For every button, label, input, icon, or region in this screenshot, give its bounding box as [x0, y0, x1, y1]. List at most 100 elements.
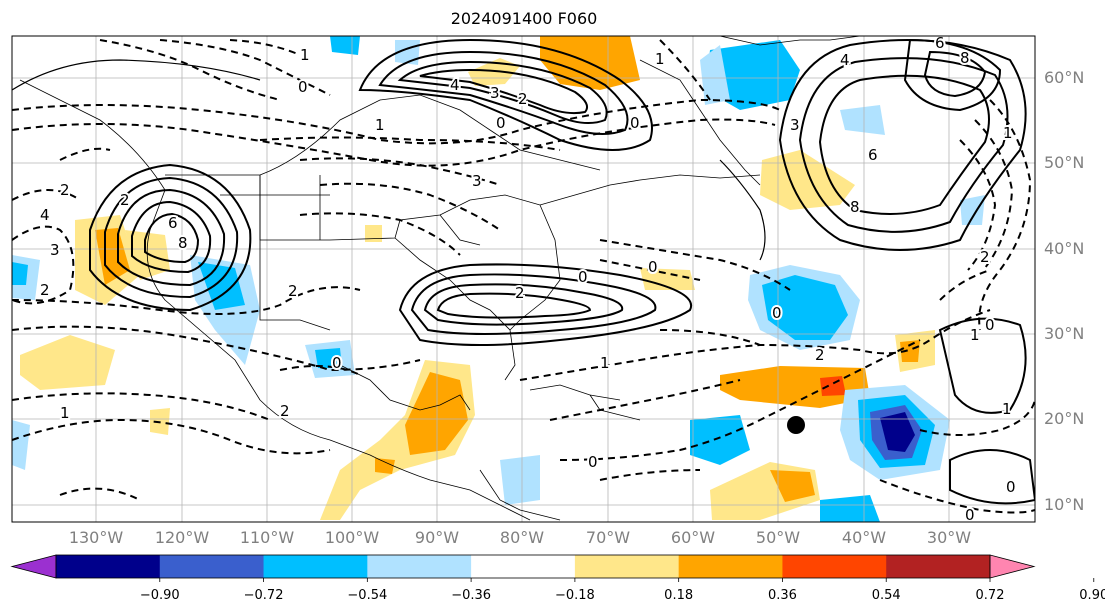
- anomaly-shading: [12, 36, 985, 522]
- lon-label-100w: 100°W: [324, 528, 380, 547]
- contour-label: 0: [496, 114, 506, 132]
- contour-label: 4: [450, 76, 460, 94]
- colorbar-tick-label: −0.72: [243, 588, 284, 603]
- zero-contours: [12, 59, 766, 261]
- negative-contours: [12, 39, 1035, 514]
- lat-label-50n: 50°N: [1044, 153, 1085, 172]
- colorbar-tick-label: −0.54: [347, 588, 388, 603]
- map-title: 2024091400 F060: [450, 9, 598, 28]
- contour-label: 3: [790, 116, 800, 134]
- contour-label: 6: [868, 146, 878, 164]
- contour-label: 2: [815, 346, 825, 364]
- contour-label: 0: [588, 453, 598, 471]
- contour-label: 0: [965, 506, 975, 524]
- contour-label: 2: [515, 284, 525, 302]
- colorbar-tick-label: 0.90: [1079, 588, 1105, 603]
- positive-anomaly-region: [405, 372, 468, 455]
- contour-label: 8: [178, 234, 188, 252]
- contour-label: 1: [60, 404, 70, 422]
- colorbar-tick-label: −0.36: [451, 588, 492, 603]
- lon-label-60w: 60°W: [670, 528, 716, 547]
- positive-anomaly-region: [95, 228, 130, 285]
- positive-anomaly-region: [640, 268, 695, 290]
- storm-center-marker: [787, 416, 805, 434]
- positive-anomaly-region: [770, 470, 815, 502]
- contour-label: 2: [280, 402, 290, 420]
- lat-label-30n: 30°N: [1044, 324, 1085, 343]
- lon-label-80w: 80°W: [499, 528, 545, 547]
- map-frame: [11, 35, 1036, 523]
- negative-anomaly-region: [12, 420, 30, 470]
- contour-label: 0: [578, 268, 588, 286]
- lon-label-40w: 40°W: [841, 528, 887, 547]
- lon-label-90w: 90°W: [414, 528, 460, 547]
- contour-label: 1: [300, 46, 310, 64]
- lon-label-70w: 70°W: [585, 528, 631, 547]
- contour-label: 1: [1002, 400, 1012, 418]
- negative-anomaly-region: [12, 262, 28, 285]
- contour-label: 3: [490, 84, 500, 102]
- lat-label-60n: 60°N: [1044, 68, 1085, 87]
- contour-label: 8: [960, 49, 970, 67]
- positive-anomaly-region: [468, 58, 520, 86]
- coastlines: [19, 36, 861, 521]
- negative-anomaly-region: [762, 275, 848, 340]
- negative-anomaly-region: [840, 105, 885, 135]
- contour-label: 1: [655, 50, 665, 68]
- contour-label: 1: [970, 326, 980, 344]
- lon-label-130w: 130°W: [68, 528, 124, 547]
- lat-label-20n: 20°N: [1044, 409, 1085, 428]
- contour-label-group: 1 0 4 3 2 0 1 8 6 4 1 0 3 6 8 2 4 3 2 2 …: [38, 34, 1018, 524]
- contour-label: 1: [600, 354, 610, 372]
- contour-label: 0: [648, 258, 658, 276]
- negative-anomaly-region: [705, 40, 800, 110]
- positive-anomaly-region: [760, 150, 855, 210]
- contour-label: 1: [375, 116, 385, 134]
- graticule: [12, 36, 1035, 522]
- contour-label: 6: [935, 34, 945, 52]
- negative-anomaly-region: [700, 45, 730, 105]
- colorbar-tick-label: −0.90: [139, 588, 180, 603]
- negative-anomaly-region: [330, 36, 360, 55]
- negative-anomaly-region: [315, 348, 342, 368]
- lon-label-110w: 110°W: [239, 528, 295, 547]
- lon-label-30w: 30°W: [926, 528, 972, 547]
- lat-label-40n: 40°N: [1044, 239, 1085, 258]
- contour-label: 0: [630, 114, 640, 132]
- colorbar-tick-label: 0.72: [975, 588, 1005, 603]
- positive-contours: [89, 38, 1035, 505]
- positive-anomaly-region: [375, 458, 395, 474]
- positive-anomaly-region: [900, 340, 920, 362]
- contour-label: 6: [168, 214, 178, 232]
- contour-label: 0: [772, 304, 782, 322]
- positive-anomaly-region: [820, 376, 846, 396]
- contour-label: 1: [1003, 124, 1013, 142]
- contour-label: 4: [840, 51, 850, 69]
- lon-label-120w: 120°W: [154, 528, 210, 547]
- lat-label-10n: 10°N: [1044, 495, 1085, 514]
- contour-label: 2: [518, 90, 528, 108]
- positive-anomaly-region: [365, 225, 382, 242]
- contour-label: 2: [120, 191, 130, 209]
- contour-label: 0: [298, 78, 308, 96]
- negative-anomaly-region: [500, 455, 540, 505]
- negative-anomaly-region: [880, 412, 915, 452]
- colorbar-tick-label: 0.36: [767, 588, 797, 603]
- positive-anomaly-region: [720, 366, 870, 408]
- contour-label: 3: [472, 172, 482, 190]
- contour-label: 2: [60, 181, 70, 199]
- positive-anomaly-region: [20, 335, 115, 390]
- contour-label: 3: [50, 241, 60, 259]
- colorbar-tick-label: −0.18: [554, 588, 595, 603]
- contour-label: 2: [288, 282, 298, 300]
- contour-label: 0: [985, 316, 995, 334]
- negative-anomaly-region: [690, 415, 750, 465]
- contour-label: 0: [332, 354, 342, 372]
- colorbar-tick-label: 0.54: [871, 588, 901, 603]
- contour-label: 2: [40, 281, 50, 299]
- negative-anomaly-region: [960, 195, 985, 225]
- contour-label: 4: [40, 206, 50, 224]
- contour-label: 0: [1006, 478, 1016, 496]
- contour-label: 2: [980, 248, 990, 266]
